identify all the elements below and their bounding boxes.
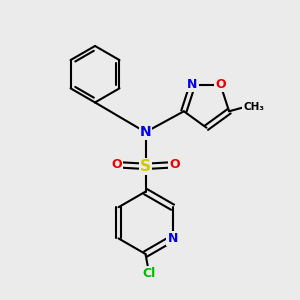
Text: N: N: [167, 232, 178, 245]
Text: S: S: [140, 159, 151, 174]
Text: O: O: [215, 78, 226, 91]
Text: O: O: [169, 158, 180, 171]
Text: N: N: [140, 125, 152, 139]
Text: CH₃: CH₃: [243, 102, 264, 112]
Text: N: N: [187, 78, 198, 91]
Text: O: O: [111, 158, 122, 171]
Text: Cl: Cl: [142, 267, 155, 280]
